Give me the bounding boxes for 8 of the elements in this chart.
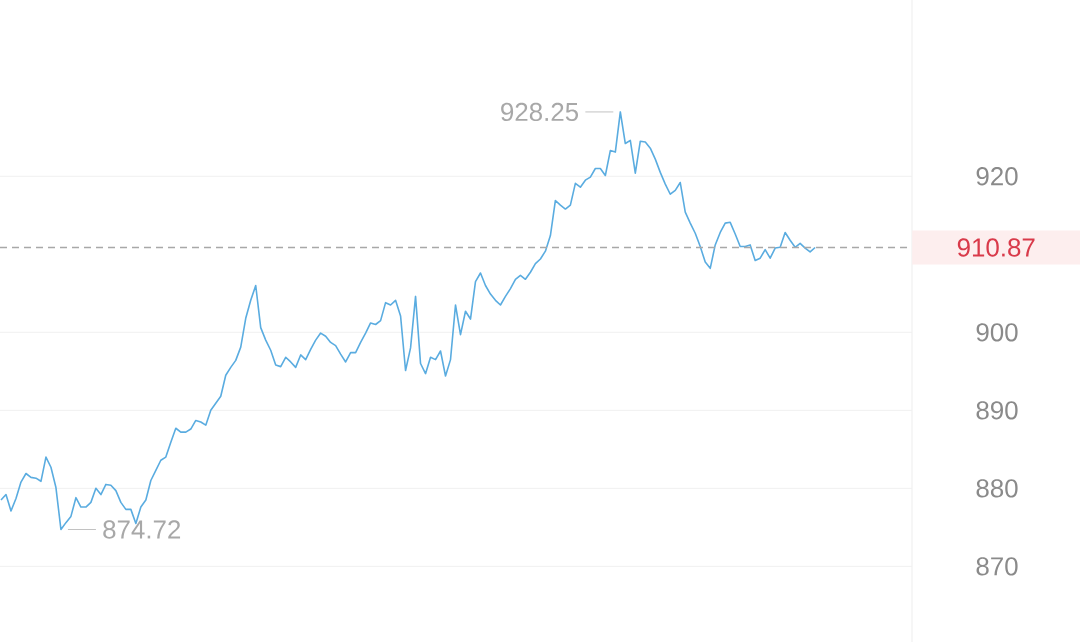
- y-tick-label: 920: [976, 167, 1018, 186]
- annotation: 874.72: [103, 520, 181, 539]
- ref-line-label: 910.87: [957, 238, 1035, 257]
- y-tick-label: 890: [976, 401, 1018, 420]
- y-tick-label: 870: [976, 557, 1018, 576]
- y-tick-label: 880: [976, 479, 1018, 498]
- annotation: 928.25: [501, 102, 579, 122]
- y-tick-label: 900: [976, 323, 1018, 342]
